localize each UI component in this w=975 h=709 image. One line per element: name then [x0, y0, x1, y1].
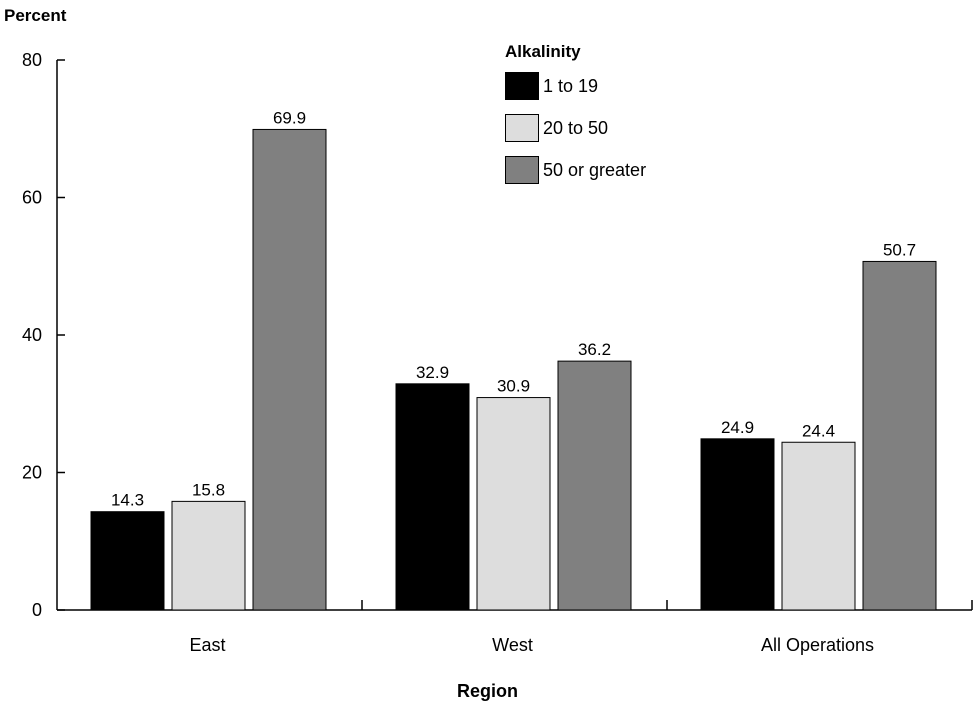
x-tick-label: West — [492, 635, 533, 655]
y-tick-label: 60 — [22, 188, 42, 208]
bar-value-label: 15.8 — [192, 480, 225, 499]
bar — [700, 438, 775, 611]
bar-value-label: 50.7 — [883, 240, 916, 259]
y-tick-label: 80 — [22, 50, 42, 70]
bar-value-label: 32.9 — [416, 363, 449, 382]
x-axis-title: Region — [457, 681, 518, 701]
legend-item: 1 to 19 — [505, 72, 646, 100]
chart-value-labels: 14.3 15.8 69.9 32.9 30.9 36.2 24.9 24.4 50.7 — [111, 108, 916, 509]
y-tick-label: 40 — [22, 325, 42, 345]
bar — [252, 128, 327, 611]
bar-value-label: 69.9 — [273, 108, 306, 127]
legend-item: 50 or greater — [505, 156, 646, 184]
x-tick-label: East — [189, 635, 225, 655]
bar — [171, 500, 246, 611]
bar-value-label: 36.2 — [578, 340, 611, 359]
legend-swatch — [505, 114, 539, 142]
legend-label: 1 to 19 — [543, 75, 599, 96]
x-tick-label: All Operations — [761, 635, 874, 655]
y-tick-label: 20 — [22, 463, 42, 483]
legend-swatch — [505, 156, 539, 184]
bar — [395, 383, 470, 611]
chart-bars — [90, 128, 937, 611]
y-axis-title: Percent — [4, 6, 67, 25]
bar — [862, 260, 937, 611]
bar — [557, 360, 632, 611]
bar-value-label: 24.4 — [802, 421, 835, 440]
bar — [476, 397, 551, 611]
legend-label: 20 to 50 — [543, 117, 609, 138]
legend: Alkalinity 1 to 19 20 to 50 50 or greate… — [505, 42, 646, 198]
bar-value-label: 24.9 — [721, 418, 754, 437]
legend-label: 50 or greater — [543, 159, 647, 180]
bar — [781, 441, 856, 611]
legend-swatch — [505, 72, 539, 100]
bar-value-label: 30.9 — [497, 377, 530, 396]
bar-value-label: 14.3 — [111, 491, 144, 510]
bar — [90, 511, 165, 611]
legend-item: 20 to 50 — [505, 114, 646, 142]
legend-title: Alkalinity — [505, 42, 581, 61]
y-tick-label: 0 — [32, 600, 42, 620]
